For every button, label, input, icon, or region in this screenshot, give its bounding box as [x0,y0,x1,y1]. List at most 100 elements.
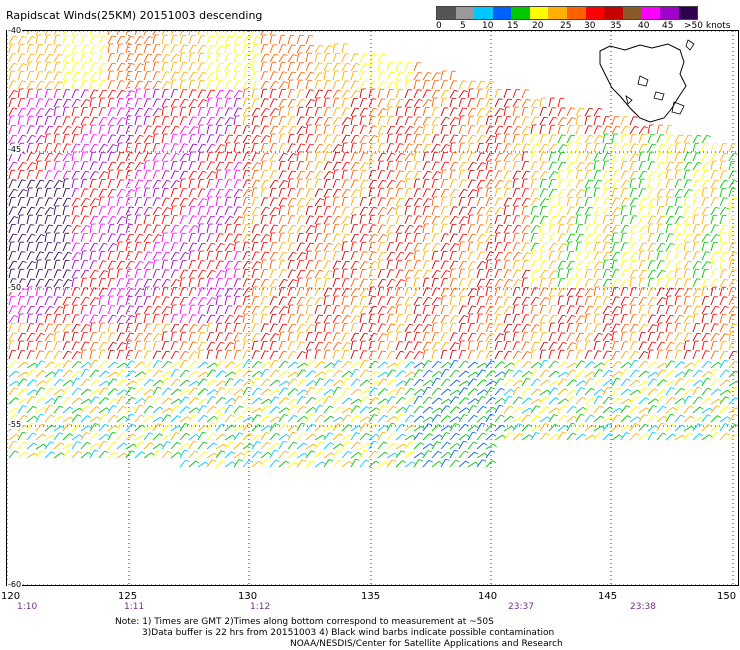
wind-barb-flag [480,251,485,253]
wind-barb-flag [372,152,377,155]
wind-barb [71,305,75,315]
wind-barb-flag [418,225,423,228]
wind-barb [359,197,364,207]
wind-barb-flag [22,134,27,137]
wind-barb-flag [219,134,224,136]
wind-barb [53,332,57,342]
wind-barb-flag [157,251,162,254]
wind-barb [611,134,615,144]
wind-barb [89,233,94,243]
wind-barb [674,305,679,315]
wind-barb [323,251,327,261]
wind-barb-flag [112,161,117,164]
wind-barb [449,287,455,297]
wind-barb-flag [337,62,342,65]
wind-barb [440,134,446,144]
wind-barb [359,215,363,225]
wind-barb [530,134,535,144]
wind-barb-flag [489,125,494,127]
wind-barb-flag [318,62,323,64]
wind-barb-flag [615,170,620,172]
wind-barb-flag [111,260,116,263]
wind-barb [116,305,121,315]
wind-barb [629,143,635,153]
wind-barb-flag [670,287,675,290]
wind-barb [251,162,258,171]
wind-barb [215,314,221,324]
wind-barb-flag [175,54,180,57]
wind-barb-flag [310,170,315,173]
wind-barb [98,270,105,279]
wind-barb [620,215,625,225]
wind-barb-flag [247,332,252,335]
wind-barb [143,261,150,270]
wind-barb-flag [354,206,359,209]
wind-barb-flag [211,297,216,300]
wind-barb [548,233,553,243]
wind-barb [134,125,139,135]
wind-barb [440,107,445,117]
wind-barb-flag [22,162,27,164]
wind-barb [17,36,23,45]
wind-barb [152,251,158,261]
wind-barb-flag [498,98,503,100]
wind-barb [278,279,285,288]
wind-barb [665,251,669,261]
wind-barb [260,305,266,315]
wind-barb-flag [76,71,81,74]
wind-barb [431,197,435,207]
wind-barb-flag [112,243,117,246]
wind-barb [134,80,140,90]
wind-barb [476,197,481,207]
wind-barb [449,98,453,108]
wind-barb [188,134,193,144]
wind-barb [197,206,202,216]
wind-barb-flag [291,242,296,244]
wind-barb-flag [58,180,63,183]
wind-barb-flag [58,251,63,254]
wind-barb [89,143,95,153]
wind-barb [530,152,534,162]
wind-barb [629,278,633,288]
wind-barb [728,215,733,225]
wind-barb [719,323,725,333]
wind-barb [377,71,382,81]
wind-barb [557,260,563,270]
wind-barb [512,323,518,333]
wind-barb [386,125,392,135]
wind-barb-flag [580,189,585,192]
wind-barb [305,297,311,306]
wind-barb-flag [436,270,441,272]
wind-barb [449,80,454,90]
wind-barb-flag [454,314,459,317]
wind-barb [503,306,510,315]
wind-barb-flag [346,90,351,92]
wind-barb-flag [139,162,144,165]
wind-barb [485,207,491,216]
wind-barb [620,332,624,342]
wind-barb-flag [67,296,72,299]
wind-barb-flag [373,80,378,83]
wind-barb [458,242,462,252]
wind-barb [683,278,688,288]
wind-barb [629,233,633,243]
wind-barb-flag [238,233,243,236]
wind-barb [359,53,365,63]
wind-barb-flag [661,297,666,300]
wind-barb [512,134,516,144]
wind-barb [62,153,69,162]
wind-barb [80,188,85,198]
wind-barb-flag [435,260,440,262]
wind-barb [350,233,356,243]
wind-barb-flag [139,80,144,83]
wind-barb-flag [723,323,728,325]
wind-barb [314,62,320,72]
wind-barb [62,134,66,144]
wind-barb-flag [40,135,45,138]
wind-barb [278,306,285,315]
wind-barb [152,260,156,270]
wind-barb [206,31,209,36]
wind-barb-flag [211,314,216,317]
wind-barb-flag [679,188,684,191]
wind-barb [350,215,354,225]
